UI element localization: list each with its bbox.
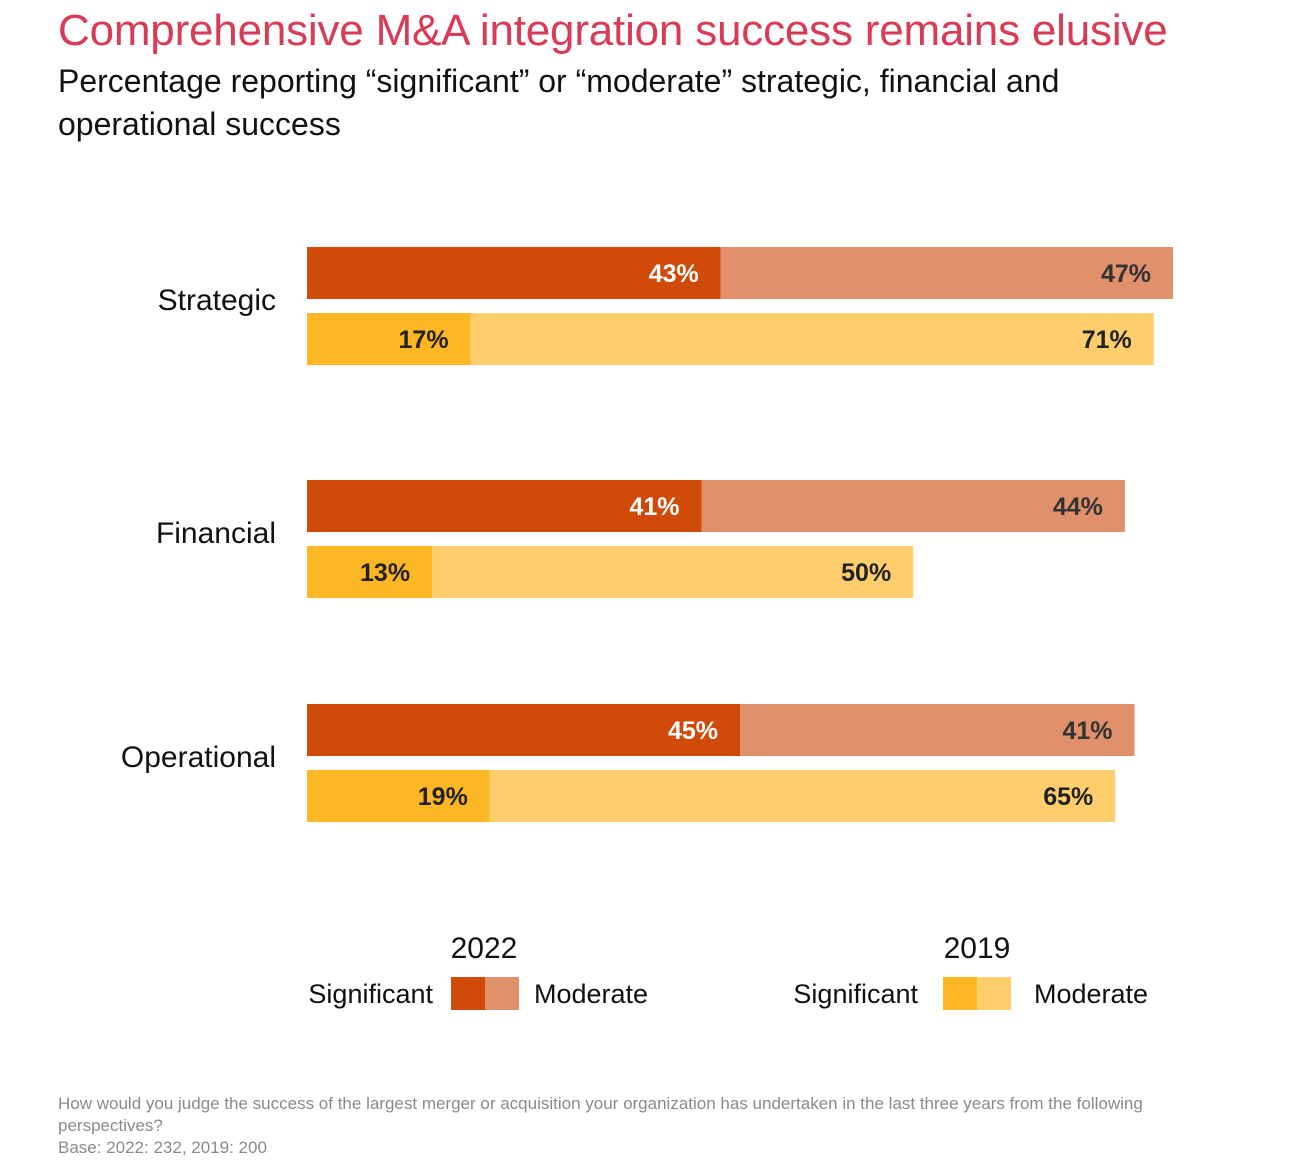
legend-year: 2019 xyxy=(944,932,1011,965)
legend-label-moderate: Moderate xyxy=(1034,979,1148,1009)
data-label: 44% xyxy=(1053,493,1103,521)
legend-label-significant: Significant xyxy=(793,979,918,1009)
data-label: 19% xyxy=(418,783,468,811)
bar-segment-2019-moderate xyxy=(432,546,914,598)
legend-swatch-moderate xyxy=(977,977,1011,1010)
bar-segment-2022-significant xyxy=(307,247,721,299)
bar-segment-2019-significant xyxy=(307,770,490,822)
data-label: 41% xyxy=(1062,717,1112,745)
footnote: How would you judge the success of the l… xyxy=(58,1093,1208,1159)
bar-segment-2019-significant xyxy=(307,313,471,365)
footnote-question: How would you judge the success of the l… xyxy=(58,1094,1143,1135)
bar-segment-2019-moderate xyxy=(489,770,1116,822)
data-label: 50% xyxy=(841,559,891,587)
footnote-base: Base: 2022: 232, 2019: 200 xyxy=(58,1138,267,1157)
data-label: 47% xyxy=(1101,260,1151,288)
category-label: Operational xyxy=(121,741,276,774)
chart-title: Comprehensive M&A integration success re… xyxy=(58,6,1168,55)
bar-segment-2022-significant xyxy=(307,704,740,756)
data-label: 43% xyxy=(649,260,699,288)
chart-subtitle: Percentage reporting “significant” or “m… xyxy=(58,63,1060,142)
bar-segment-2022-significant xyxy=(307,480,702,532)
data-label: 65% xyxy=(1043,783,1093,811)
category-label: Strategic xyxy=(158,284,276,317)
legend-year: 2022 xyxy=(451,932,518,965)
data-label: 41% xyxy=(629,493,679,521)
data-label: 45% xyxy=(668,717,718,745)
bar-segment-2022-moderate xyxy=(720,247,1173,299)
data-label: 17% xyxy=(399,326,449,354)
category-label: Financial xyxy=(156,517,276,550)
legend-swatch-significant xyxy=(451,977,485,1010)
legend-label-significant: Significant xyxy=(308,979,433,1009)
bar-segment-2022-moderate xyxy=(701,480,1125,532)
legend-swatch-moderate xyxy=(485,977,519,1010)
legend-label-moderate: Moderate xyxy=(534,979,648,1009)
bar-segment-2019-significant xyxy=(307,546,433,598)
data-label: 13% xyxy=(360,559,410,587)
bar-segment-2022-moderate xyxy=(740,704,1135,756)
bar-segment-2019-moderate xyxy=(470,313,1154,365)
legend-swatch-significant xyxy=(943,977,977,1010)
data-label: 71% xyxy=(1082,326,1132,354)
